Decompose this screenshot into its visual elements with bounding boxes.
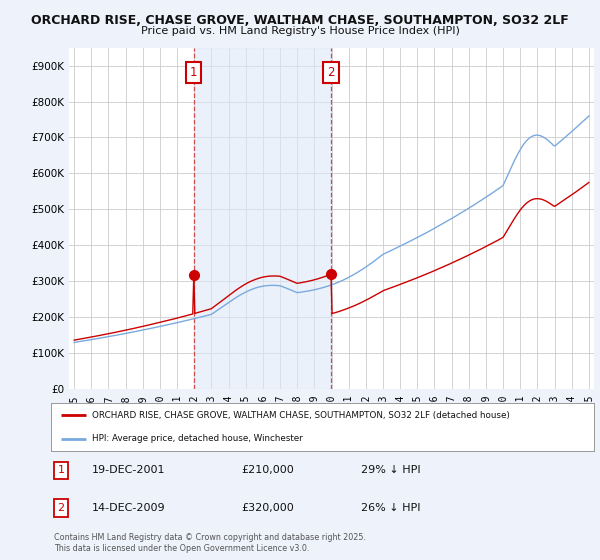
- Text: Price paid vs. HM Land Registry's House Price Index (HPI): Price paid vs. HM Land Registry's House …: [140, 26, 460, 36]
- Text: 1: 1: [190, 66, 197, 80]
- Text: 2: 2: [58, 503, 65, 513]
- Text: 2: 2: [327, 66, 335, 80]
- Text: 1: 1: [58, 465, 65, 475]
- Text: £210,000: £210,000: [241, 465, 294, 475]
- Text: 26% ↓ HPI: 26% ↓ HPI: [361, 503, 420, 513]
- Text: 29% ↓ HPI: 29% ↓ HPI: [361, 465, 420, 475]
- Text: 14-DEC-2009: 14-DEC-2009: [92, 503, 166, 513]
- Bar: [194, 48, 331, 389]
- Text: ORCHARD RISE, CHASE GROVE, WALTHAM CHASE, SOUTHAMPTON, SO32 2LF (detached house): ORCHARD RISE, CHASE GROVE, WALTHAM CHASE…: [92, 410, 509, 419]
- Text: ORCHARD RISE, CHASE GROVE, WALTHAM CHASE, SOUTHAMPTON, SO32 2LF: ORCHARD RISE, CHASE GROVE, WALTHAM CHASE…: [31, 14, 569, 27]
- Text: HPI: Average price, detached house, Winchester: HPI: Average price, detached house, Winc…: [92, 435, 302, 444]
- Text: £320,000: £320,000: [241, 503, 294, 513]
- Text: 19-DEC-2001: 19-DEC-2001: [92, 465, 165, 475]
- Text: Contains HM Land Registry data © Crown copyright and database right 2025.
This d: Contains HM Land Registry data © Crown c…: [54, 533, 366, 553]
